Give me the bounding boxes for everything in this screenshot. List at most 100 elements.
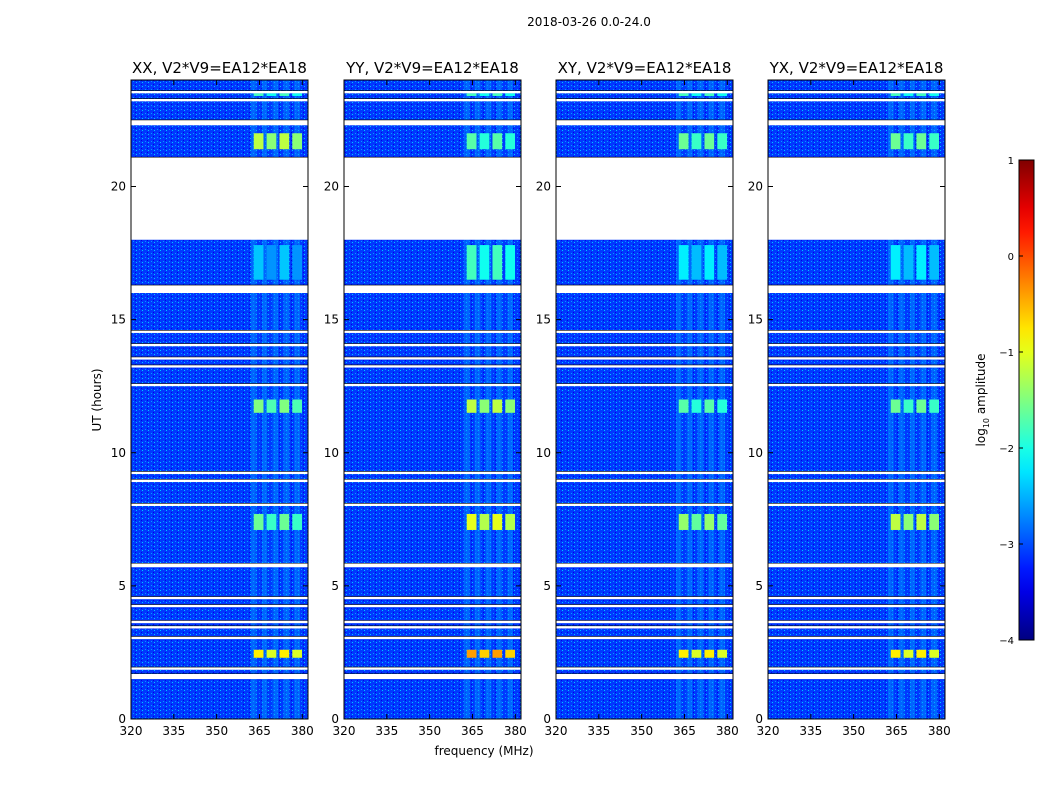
rfi-event-mark	[279, 93, 290, 96]
x-tick-label: 380	[291, 724, 314, 738]
rfi-event-mark	[279, 245, 290, 280]
flagged-row	[344, 620, 521, 624]
flagged-row	[344, 90, 521, 94]
y-tick-label: 5	[331, 579, 339, 593]
flagged-row	[556, 157, 733, 240]
colorbar-tick-label: 0	[1008, 252, 1014, 263]
flagged-row	[131, 667, 308, 670]
colorbar-label: log10 amplitude	[974, 354, 991, 447]
rfi-event-mark	[466, 133, 477, 150]
rfi-event-mark	[890, 245, 901, 280]
rfi-event-mark	[266, 399, 277, 413]
rfi-event-mark	[479, 245, 490, 280]
flagged-row	[768, 330, 945, 333]
flagged-row	[131, 604, 308, 608]
panel-3: XY, V2*V9=EA12*EA18 320 335 350 365 380 0 5 10 15…	[536, 59, 739, 738]
flagged-row	[556, 330, 733, 333]
flagged-row	[768, 119, 945, 126]
x-tick-label: 380	[928, 724, 951, 738]
x-tick-label: 365	[673, 724, 696, 738]
panel-2: YY, V2*V9=EA12*EA18 320 335 350 365 380 0 5 10 15…	[324, 59, 527, 738]
rfi-event-mark	[704, 649, 715, 658]
flagged-row	[344, 285, 521, 293]
rfi-event-mark	[929, 245, 940, 280]
flagged-row	[556, 364, 733, 368]
y-tick-label: 20	[748, 180, 763, 194]
rfi-event-mark	[266, 93, 277, 96]
x-tick-label: 365	[461, 724, 484, 738]
rfi-event-mark	[253, 93, 264, 96]
rfi-event-mark	[691, 513, 702, 530]
flagged-row	[131, 596, 308, 600]
flagged-row	[344, 625, 521, 629]
rfi-event-mark	[890, 649, 901, 658]
flagged-row	[344, 157, 521, 240]
x-tick-label: 365	[248, 724, 271, 738]
rfi-event-mark	[479, 399, 490, 413]
flagged-row	[556, 343, 733, 347]
colorbar-tick-label: −1	[999, 348, 1014, 359]
x-tick-label: 320	[757, 724, 780, 738]
panel-title: XY, V2*V9=EA12*EA18	[558, 59, 732, 77]
colorbar: −4 −3 −2 −1 0 1	[999, 156, 1035, 647]
rfi-event-mark	[704, 133, 715, 150]
rfi-event-mark	[929, 133, 940, 150]
x-tick-label: 335	[162, 724, 185, 738]
flagged-row	[131, 563, 308, 568]
flagged-row	[768, 596, 945, 600]
rfi-event-mark	[292, 133, 303, 150]
flagged-row	[131, 330, 308, 333]
rfi-event-mark	[505, 245, 516, 280]
rfi-event-mark	[466, 649, 477, 658]
rfi-event-mark	[505, 93, 516, 96]
flagged-row	[344, 471, 521, 475]
rfi-event-mark	[492, 513, 503, 530]
rfi-event-mark	[253, 399, 264, 413]
rfi-event-mark	[678, 245, 689, 280]
y-tick-label: 15	[111, 313, 126, 327]
rfi-event-mark	[916, 513, 927, 530]
rfi-event-mark	[704, 513, 715, 530]
flagged-row	[556, 503, 733, 506]
rfi-event-mark	[890, 513, 901, 530]
rfi-event-mark	[916, 649, 927, 658]
rfi-event-mark	[678, 649, 689, 658]
flagged-row	[344, 503, 521, 506]
flagged-row	[131, 90, 308, 94]
rfi-event-mark	[492, 399, 503, 413]
rfi-event-mark	[492, 133, 503, 150]
colorbar-tick-label: −2	[999, 444, 1014, 455]
rfi-event-mark	[279, 399, 290, 413]
flagged-row	[556, 625, 733, 629]
rfi-event-mark	[479, 649, 490, 658]
rfi-event-mark	[292, 513, 303, 530]
panel-frame	[767, 79, 946, 720]
flagged-row	[768, 383, 945, 387]
rfi-event-mark	[717, 649, 728, 658]
rfi-event-mark	[717, 133, 728, 150]
rfi-event-mark	[253, 649, 264, 658]
y-tick-label: 15	[536, 313, 551, 327]
rfi-event-mark	[691, 399, 702, 413]
rfi-event-mark	[505, 513, 516, 530]
flagged-row	[768, 636, 945, 640]
rfi-event-mark	[279, 133, 290, 150]
y-tick-label: 5	[755, 579, 763, 593]
rfi-event-mark	[704, 245, 715, 280]
colorbar-tick-label: −3	[999, 540, 1014, 551]
flagged-row	[131, 625, 308, 629]
rfi-event-mark	[717, 513, 728, 530]
y-tick-label: 0	[118, 712, 126, 726]
rfi-event-mark	[505, 133, 516, 150]
rfi-event-mark	[903, 245, 914, 280]
rfi-event-mark	[717, 245, 728, 280]
rfi-event-mark	[266, 245, 277, 280]
y-tick-label: 20	[111, 180, 126, 194]
flagged-row	[131, 98, 308, 102]
x-axis-label: frequency (MHz)	[434, 744, 533, 758]
rfi-column	[686, 80, 693, 719]
rfi-event-mark	[704, 93, 715, 96]
panel-frame	[555, 79, 734, 720]
y-tick-label: 15	[748, 313, 763, 327]
